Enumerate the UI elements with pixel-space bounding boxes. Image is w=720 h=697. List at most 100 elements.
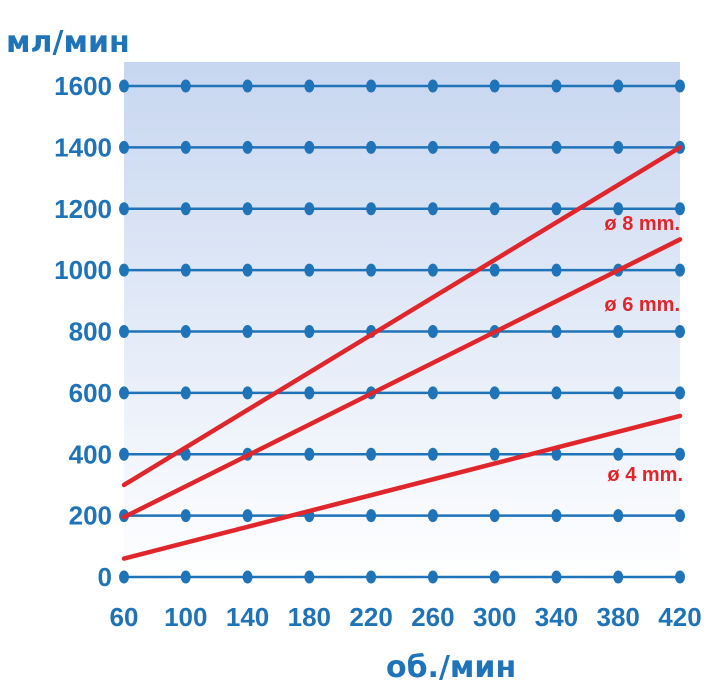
grid-dot	[180, 325, 191, 338]
grid-dot	[551, 386, 562, 400]
grid-dot	[366, 79, 377, 93]
grid-dot	[180, 509, 191, 523]
grid-dot	[119, 325, 129, 338]
grid-dot	[180, 386, 191, 400]
x-tick-220: 220	[349, 602, 392, 632]
grid-dot	[613, 79, 624, 93]
grid-dot	[489, 140, 500, 154]
grid-dot	[427, 570, 438, 584]
y-tick-1600: 1600	[54, 71, 112, 101]
grid-dot	[427, 325, 438, 338]
grid-dot	[427, 140, 438, 154]
grid-dot	[551, 79, 562, 93]
x-tick-300: 300	[473, 602, 516, 632]
grid-dot	[613, 386, 624, 400]
grid-dot	[489, 202, 500, 216]
x-tick-60: 60	[110, 602, 139, 632]
tick-labels: 0 200 400 600 800 1000 1200 1400 1600 60 100 140 180…	[54, 71, 702, 632]
series-label-4mm: ø 4 mm.	[607, 464, 683, 486]
grid-dot	[427, 79, 438, 93]
grid-dot	[613, 202, 624, 216]
grid-dot	[242, 509, 253, 523]
grid	[119, 79, 685, 584]
grid-dot	[304, 79, 315, 93]
grid-dot	[304, 386, 315, 400]
grid-dot	[366, 570, 377, 584]
grid-dot	[551, 263, 562, 277]
grid-dot	[613, 140, 624, 154]
series-line-8mm	[121, 145, 683, 488]
grid-dot	[242, 570, 253, 584]
x-axis-label: об./мин	[386, 650, 516, 685]
grid-dot	[675, 386, 685, 400]
y-tick-400: 400	[69, 439, 112, 469]
grid-dot	[304, 570, 315, 584]
grid-dot	[242, 263, 253, 277]
series-label-6mm: ø 6 mm.	[604, 294, 680, 316]
grid-dot	[242, 325, 253, 338]
grid-dot	[242, 386, 253, 400]
grid-dot	[489, 570, 500, 584]
grid-dot	[551, 202, 562, 216]
grid-dot	[366, 140, 377, 154]
y-tick-1400: 1400	[54, 132, 112, 162]
x-tick-100: 100	[164, 602, 207, 632]
x-tick-340: 340	[535, 602, 578, 632]
grid-dot	[427, 202, 438, 216]
grid-dot	[675, 570, 685, 584]
grid-dot	[613, 447, 624, 461]
grid-dot	[304, 447, 315, 461]
y-tick-200: 200	[69, 501, 112, 531]
grid-dot	[427, 447, 438, 461]
grid-dot	[304, 325, 315, 338]
grid-dot	[613, 509, 624, 523]
grid-dot	[489, 79, 500, 93]
grid-dot	[304, 263, 315, 277]
grid-dot	[180, 202, 191, 216]
y-axis-label: мл/мин	[6, 25, 130, 60]
grid-dot	[119, 202, 129, 216]
grid-dot	[180, 570, 191, 584]
series-lines	[121, 145, 683, 561]
x-tick-380: 380	[597, 602, 640, 632]
grid-dot	[675, 79, 685, 93]
grid-dot	[180, 140, 191, 154]
grid-dot	[119, 570, 129, 584]
grid-dot	[675, 202, 685, 216]
grid-dot	[427, 509, 438, 523]
grid-dot	[242, 140, 253, 154]
grid-dot	[675, 447, 685, 461]
grid-dot	[551, 509, 562, 523]
grid-dot	[119, 140, 129, 154]
grid-dot	[304, 202, 315, 216]
grid-dot	[119, 263, 129, 277]
x-tick-180: 180	[288, 602, 331, 632]
grid-dot	[180, 79, 191, 93]
grid-dot	[119, 447, 129, 461]
grid-dot	[366, 447, 377, 461]
grid-dot	[489, 386, 500, 400]
series-label-8mm: ø 8 mm.	[604, 213, 680, 235]
series-line-4mm	[121, 413, 683, 561]
grid-dot	[551, 570, 562, 584]
grid-dot	[675, 509, 685, 523]
series-line-6mm	[121, 237, 683, 520]
grid-dot	[675, 325, 685, 338]
x-tick-140: 140	[226, 602, 269, 632]
y-tick-1000: 1000	[54, 255, 112, 285]
plot-background	[124, 62, 680, 582]
grid-dot	[366, 202, 377, 216]
grid-dot	[613, 570, 624, 584]
grid-dot	[489, 447, 500, 461]
grid-dot	[489, 263, 500, 277]
grid-dot	[427, 386, 438, 400]
grid-dot	[366, 263, 377, 277]
grid-dot	[304, 140, 315, 154]
y-tick-1200: 1200	[54, 194, 112, 224]
y-tick-600: 600	[69, 378, 112, 408]
grid-dot	[119, 79, 129, 93]
grid-dot	[119, 386, 129, 400]
y-tick-0: 0	[98, 562, 112, 592]
y-tick-800: 800	[69, 317, 112, 347]
